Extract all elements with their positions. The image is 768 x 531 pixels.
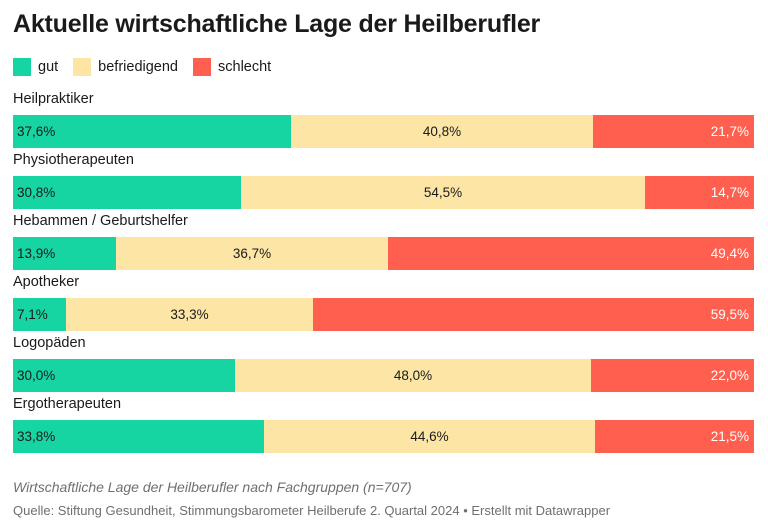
- data-label-schlecht-hebammen-geburtshelfer: 49,4%: [710, 246, 749, 261]
- data-label-befriedigend-apotheker: 33,3%: [170, 307, 209, 322]
- category-label-physiotherapeuten: Physiotherapeuten: [13, 152, 134, 168]
- chart-caption: Wirtschaftliche Lage der Heilberufler na…: [13, 479, 412, 495]
- data-label-schlecht-physiotherapeuten: 14,7%: [710, 185, 749, 200]
- bar-row-heilpraktiker: 37,6% 40,8% 21,7%: [13, 115, 754, 148]
- bar-segment-gut-ergotherapeuten: 33,8%: [13, 420, 264, 453]
- data-label-befriedigend-physiotherapeuten: 54,5%: [423, 185, 463, 200]
- data-label-befriedigend-heilpraktiker: 40,8%: [422, 124, 462, 139]
- bar-row-logopaeden: 30,0% 48,0% 22,0%: [13, 359, 754, 392]
- category-label-ergotherapeuten: Ergotherapeuten: [13, 396, 122, 412]
- data-label-befriedigend-hebammen-geburtshelfer: 36,7%: [232, 246, 272, 261]
- bar-segment-befriedigend-logopaeden: 48,0%: [235, 359, 591, 392]
- bar-segment-gut-physiotherapeuten: 30,8%: [13, 176, 241, 209]
- bar-segment-gut-heilpraktiker: 37,6%: [13, 115, 291, 148]
- bar-segment-befriedigend-hebammen-geburtshelfer: 36,7%: [116, 237, 388, 270]
- bar-row-ergotherapeuten: 33,8% 44,6% 21,5%: [13, 420, 754, 453]
- bar-segment-befriedigend-heilpraktiker: 40,8%: [291, 115, 593, 148]
- data-label-schlecht-apotheker: 59,5%: [710, 307, 749, 322]
- legend-item-gut: gut: [13, 58, 58, 76]
- data-label-befriedigend-ergotherapeuten: 44,6%: [410, 429, 449, 444]
- data-label-schlecht-logopaeden: 22,0%: [710, 368, 749, 383]
- bar-segment-befriedigend-apotheker: 33,3%: [66, 298, 313, 331]
- data-label-gut-apotheker: 7,1%: [17, 307, 48, 322]
- bar-segment-schlecht-logopaeden: 22,0%: [591, 359, 754, 392]
- chart-title: Aktuelle wirtschaftliche Lage der Heilbe…: [13, 10, 541, 38]
- legend-swatch-schlecht: [193, 58, 211, 76]
- bar-segment-befriedigend-ergotherapeuten: 44,6%: [264, 420, 595, 453]
- bar-row-hebammen-geburtshelfer: 13,9% 36,7% 49,4%: [13, 237, 754, 270]
- data-label-gut-heilpraktiker: 37,6%: [17, 124, 56, 139]
- category-label-apotheker: Apotheker: [13, 274, 80, 290]
- bar-row-apotheker: 7,1% 33,3% 59,5%: [13, 298, 754, 331]
- legend: gut befriedigend schlecht: [13, 57, 286, 77]
- legend-item-schlecht: schlecht: [193, 58, 271, 76]
- data-label-gut-logopaeden: 30,0%: [17, 368, 56, 383]
- legend-swatch-gut: [13, 58, 31, 76]
- data-label-gut-hebammen-geburtshelfer: 13,9%: [17, 246, 56, 261]
- bar-segment-schlecht-physiotherapeuten: 14,7%: [645, 176, 754, 209]
- legend-label-gut: gut: [38, 59, 59, 75]
- legend-label-befriedigend: befriedigend: [98, 59, 178, 75]
- bar-segment-schlecht-heilpraktiker: 21,7%: [593, 115, 754, 148]
- bar-segment-gut-apotheker: 7,1%: [13, 298, 66, 331]
- data-label-schlecht-heilpraktiker: 21,7%: [710, 124, 749, 139]
- category-label-heilpraktiker: Heilpraktiker: [13, 91, 94, 107]
- category-label-logopaeden: Logopäden: [13, 335, 86, 351]
- chart-source: Quelle: Stiftung Gesundheit, Stimmungsba…: [13, 503, 611, 518]
- data-label-befriedigend-logopaeden: 48,0%: [393, 368, 433, 383]
- category-label-hebammen-geburtshelfer: Hebammen / Geburtshelfer: [13, 213, 188, 229]
- bar-segment-schlecht-hebammen-geburtshelfer: 49,4%: [388, 237, 754, 270]
- legend-label-schlecht: schlecht: [218, 59, 272, 75]
- legend-item-befriedigend: befriedigend: [73, 58, 178, 76]
- data-label-gut-physiotherapeuten: 30,8%: [17, 185, 56, 200]
- legend-swatch-befriedigend: [73, 58, 92, 76]
- bar-row-physiotherapeuten: 30,8% 54,5% 14,7%: [13, 176, 754, 209]
- bar-segment-gut-logopaeden: 30,0%: [13, 359, 235, 392]
- bar-segment-befriedigend-physiotherapeuten: 54,5%: [241, 176, 645, 209]
- data-label-gut-ergotherapeuten: 33,8%: [17, 429, 56, 444]
- bar-segment-schlecht-apotheker: 59,5%: [313, 298, 754, 331]
- data-label-schlecht-ergotherapeuten: 21,5%: [710, 429, 749, 444]
- bar-segment-schlecht-ergotherapeuten: 21,5%: [595, 420, 754, 453]
- bar-segment-gut-hebammen-geburtshelfer: 13,9%: [13, 237, 116, 270]
